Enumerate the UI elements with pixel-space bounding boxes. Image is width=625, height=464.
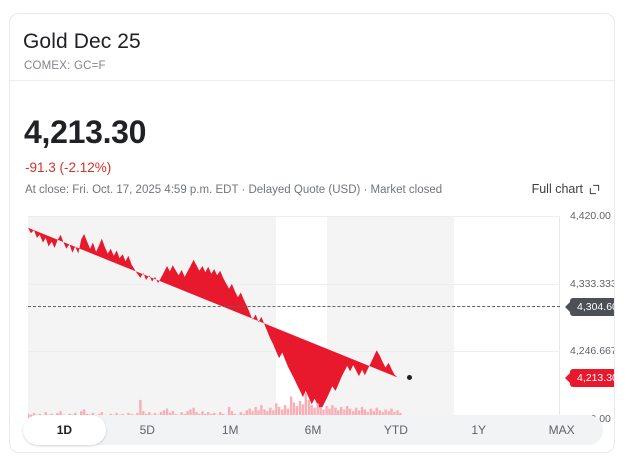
session-shading-band (28, 216, 277, 419)
y-axis-tick-label: 4,420.00 (570, 210, 611, 222)
external-link-icon (589, 184, 600, 195)
price-change: -91.3 (-2.12%) (25, 160, 112, 175)
range-tab-max[interactable]: MAX (548, 423, 575, 437)
range-tab-ytd[interactable]: YTD (383, 423, 408, 437)
plot-right-border (559, 216, 560, 419)
grid-line (28, 216, 560, 217)
current-price-badge-label: 4,213.30 (577, 372, 615, 385)
chart-plot-area[interactable] (28, 216, 560, 420)
last-price-marker (407, 374, 413, 380)
y-axis-tick-label: 4,333.333 (570, 277, 615, 290)
range-tab-1m[interactable]: 1M (221, 423, 239, 437)
price-area-series (28, 227, 402, 419)
range-tab-5d[interactable]: 5D (139, 423, 155, 437)
previous-close-badge-label: 4,304.60 (577, 301, 615, 314)
range-tab-1y[interactable]: 1Y (471, 423, 487, 437)
y-axis-tick-label: 4,246.667 (570, 345, 615, 358)
full-chart-label: Full chart (531, 182, 583, 196)
previous-close-line (28, 306, 560, 308)
session-shading-band (327, 216, 454, 419)
current-price-badge: 4,213.30 (570, 369, 615, 388)
range-tab-6m[interactable]: 6M (304, 423, 322, 437)
exchange-symbol: COMEX: GC=F (24, 60, 106, 72)
current-price: 4,213.30 (24, 114, 147, 150)
page-title: Gold Dec 25 (23, 30, 141, 53)
card-header: Gold Dec 25 COMEX: GC=F (10, 14, 614, 81)
range-tab-1d[interactable]: 1D (23, 415, 106, 445)
grid-line (28, 284, 560, 285)
market-status-text: At close: Fri. Oct. 17, 2025 4:59 p.m. E… (25, 184, 443, 196)
quote-card: Gold Dec 25 COMEX: GC=F 4,213.30 -91.3 (… (9, 13, 615, 453)
range-tab-bar[interactable]: 1D 5D 1M 6M YTD 1Y MAX (23, 415, 603, 445)
full-chart-link[interactable]: Full chart (532, 182, 600, 196)
previous-close-badge: 4,304.60 (570, 298, 615, 317)
price-chart[interactable]: 4,420.004,333.3334,246.6674,160.004,304.… (15, 204, 614, 438)
